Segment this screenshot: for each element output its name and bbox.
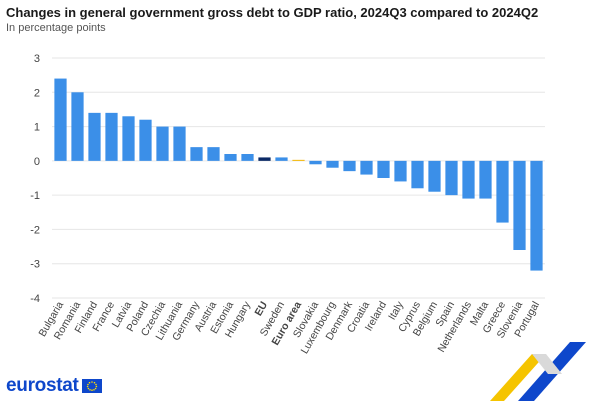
bar-denmark: [343, 160, 356, 172]
bar-germany: [190, 147, 203, 161]
chart-subtitle: In percentage points: [6, 22, 106, 34]
bar-luxembourg: [326, 160, 339, 168]
y-axis-ticks: 3 2 1 0 -1 -2 -3 -4: [30, 53, 40, 305]
bar-latvia: [122, 116, 135, 161]
x-axis-labels: BulgariaRomaniaFinlandFranceLatviaPoland…: [36, 299, 542, 356]
bar-portugal: [530, 160, 543, 271]
bar-spain: [445, 160, 458, 196]
bar-eu: [258, 157, 271, 161]
y-tick-label: -1: [30, 190, 40, 202]
bar-finland: [88, 112, 101, 161]
y-tick-label: -4: [30, 293, 40, 305]
eurostat-logo: eurostat: [6, 375, 102, 397]
bar-euro-area: [292, 159, 305, 161]
bar-poland: [139, 119, 152, 161]
eu-flag-icon: [81, 379, 102, 393]
bar-estonia: [224, 154, 237, 161]
bar-netherlands: [462, 160, 475, 199]
bar-cyprus: [411, 160, 424, 189]
bar-croatia: [360, 160, 373, 175]
y-tick-label: 1: [34, 122, 40, 134]
logo-text: eurostat: [6, 375, 79, 396]
bar-lithuania: [173, 126, 186, 161]
bar-slovenia: [513, 160, 526, 250]
y-tick-label: -3: [30, 259, 40, 271]
bar-malta: [479, 160, 492, 199]
bars: [54, 78, 543, 271]
y-tick-label: -2: [30, 224, 40, 236]
y-tick-label: 0: [34, 156, 40, 168]
eurostat-decoration-graphic: [490, 342, 586, 401]
bar-italy: [394, 160, 407, 182]
y-tick-label: 2: [34, 87, 40, 99]
bar-belgium: [428, 160, 441, 192]
y-tick-label: 3: [34, 53, 40, 65]
bar-slovakia: [309, 160, 322, 165]
chart-title: Changes in general government gross debt…: [6, 5, 539, 20]
bar-czechia: [156, 126, 169, 161]
bar-greece: [496, 160, 509, 223]
bar-bulgaria: [54, 78, 67, 161]
bar-romania: [71, 92, 84, 161]
bar-sweden: [275, 157, 288, 161]
bar-hungary: [241, 154, 254, 161]
bar-austria: [207, 147, 220, 161]
bar-france: [105, 112, 118, 161]
bar-ireland: [377, 160, 390, 178]
